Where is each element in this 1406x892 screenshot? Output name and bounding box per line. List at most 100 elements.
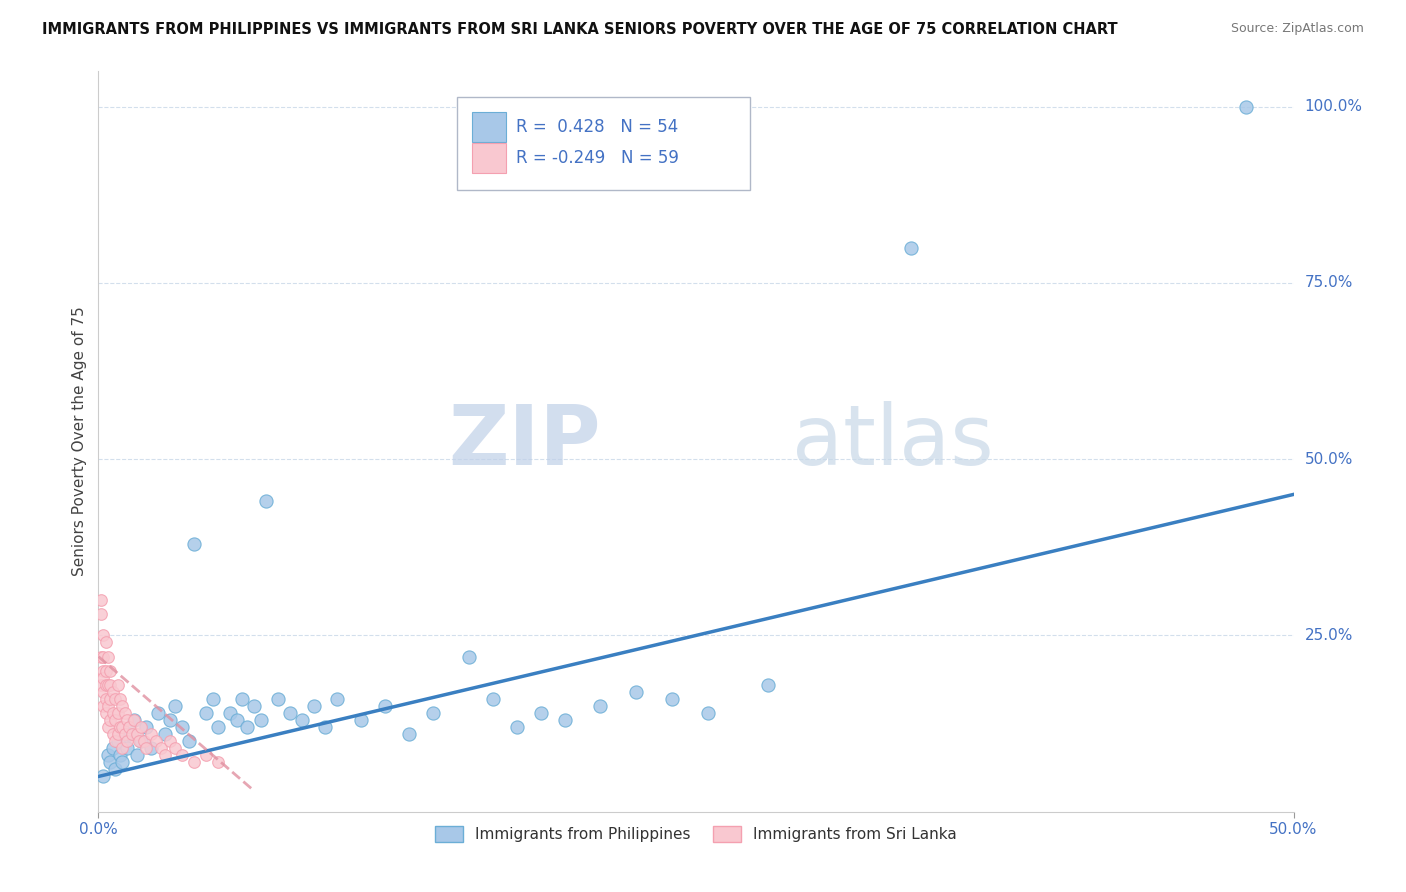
Point [163,698,186,713]
Point [91,664,114,678]
Text: R = -0.249   N = 59: R = -0.249 N = 59 [516,149,678,167]
Point [125,748,148,763]
Point [219,706,242,720]
Point [101,727,124,741]
Point [530,706,553,720]
Point [124,713,146,727]
Point [97,649,120,664]
Point [97,698,120,713]
Text: Source: ZipAtlas.com: Source: ZipAtlas.com [1230,22,1364,36]
Point [107,734,129,748]
Point [207,756,229,770]
Text: 50.0%: 50.0% [1305,451,1353,467]
FancyBboxPatch shape [472,112,506,142]
Point [104,713,127,727]
Text: IMMIGRANTS FROM PHILIPPINES VS IMMIGRANTS FROM SRI LANKA SENIORS POVERTY OVER TH: IMMIGRANTS FROM PHILIPPINES VS IMMIGRANT… [42,22,1118,37]
Point [90,607,112,622]
Point [756,678,779,692]
Point [267,692,290,706]
Point [108,720,131,734]
Point [697,706,720,720]
Text: 100.0%: 100.0% [1305,99,1362,114]
Point [94,635,117,649]
Text: R =  0.428   N = 54: R = 0.428 N = 54 [516,118,678,136]
Point [111,756,134,770]
Point [326,692,349,706]
Point [139,727,162,741]
Point [108,692,131,706]
Point [135,741,157,756]
Point [195,748,218,763]
Point [108,748,131,763]
Point [121,727,143,741]
Point [145,734,167,748]
Point [101,741,124,756]
Point [107,706,129,720]
Point [226,713,249,727]
Text: ZIP: ZIP [449,401,600,482]
Point [118,720,141,734]
Point [661,692,683,706]
Point [90,649,112,664]
Point [172,748,194,763]
Point [94,678,117,692]
Point [111,741,134,756]
Y-axis label: Seniors Poverty Over the Age of 75: Seniors Poverty Over the Age of 75 [72,307,87,576]
Point [114,706,136,720]
Point [128,734,150,748]
Point [91,685,114,699]
Text: 25.0%: 25.0% [1305,628,1353,643]
Point [118,727,141,741]
Point [135,720,157,734]
Point [374,698,396,713]
Point [111,720,134,734]
Point [148,706,170,720]
Point [91,649,114,664]
Point [481,692,505,706]
Point [124,713,146,727]
FancyBboxPatch shape [472,144,506,173]
Point [115,741,138,756]
Point [278,706,301,720]
Point [302,698,325,713]
Point [159,734,181,748]
Point [149,741,172,756]
Point [250,713,273,727]
Point [94,664,117,678]
Point [231,692,253,706]
Point [91,628,114,642]
Point [131,734,153,748]
Point [98,713,122,727]
Point [97,720,120,734]
Point [104,692,127,706]
Point [1234,100,1257,114]
Point [139,741,162,756]
Point [115,734,138,748]
Point [114,727,136,741]
Point [179,734,201,748]
Point [554,713,576,727]
Point [104,763,127,777]
Point [243,698,266,713]
Point [94,692,117,706]
Point [132,734,155,748]
Point [125,727,148,741]
Point [97,678,120,692]
Point [422,706,444,720]
Point [115,713,138,727]
Point [155,748,177,763]
Point [98,664,122,678]
Point [398,727,420,741]
Text: atlas: atlas [792,401,993,482]
Point [172,720,194,734]
Point [315,720,337,734]
Point [159,713,181,727]
Point [163,741,186,756]
Point [107,727,129,741]
Legend: Immigrants from Philippines, Immigrants from Sri Lanka: Immigrants from Philippines, Immigrants … [429,821,963,848]
Point [104,734,127,748]
Point [626,685,648,699]
Point [183,756,205,770]
Point [131,720,153,734]
Point [94,706,117,720]
